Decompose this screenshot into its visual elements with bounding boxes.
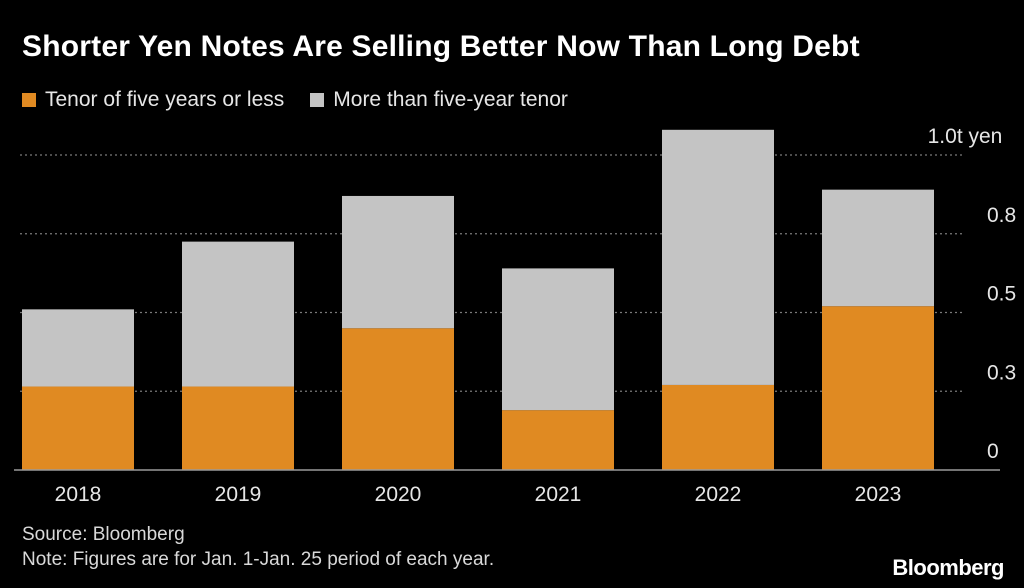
bar-long-tenor: [662, 129, 774, 385]
legend-label-short-tenor: Tenor of five years or less: [45, 88, 285, 111]
chart-title: Shorter Yen Notes Are Selling Better Now…: [22, 30, 860, 63]
bar-long-tenor: [822, 189, 934, 307]
footer: Source: Bloomberg Note: Figures are for …: [22, 522, 494, 572]
legend-item-long-tenor: More than five-year tenor: [310, 88, 568, 112]
legend-swatch-short-tenor: [22, 93, 36, 107]
legend-item-short-tenor: Tenor of five years or less: [22, 88, 284, 112]
bar-short-tenor: [822, 306, 934, 470]
period-note: Note: Figures are for Jan. 1-Jan. 25 per…: [22, 549, 495, 570]
x-tick-label: 2022: [695, 483, 742, 506]
source-note: Source: Bloomberg: [22, 524, 185, 545]
bar-short-tenor: [502, 410, 614, 470]
legend-label-long-tenor: More than five-year tenor: [333, 88, 568, 111]
bar-long-tenor: [182, 241, 294, 387]
bar-long-tenor: [342, 195, 454, 329]
legend: Tenor of five years or less More than fi…: [22, 88, 594, 112]
bar-long-tenor: [502, 268, 614, 411]
legend-swatch-long-tenor: [310, 93, 325, 107]
x-tick-label: 2018: [55, 483, 102, 506]
y-tick-label: 1.0t yen: [928, 125, 1003, 148]
y-tick-label: 0.5: [987, 283, 1016, 306]
y-tick-label: 0: [987, 440, 999, 463]
bar-short-tenor: [342, 328, 454, 470]
bloomberg-logo: Bloomberg: [892, 555, 1004, 580]
y-tick-label: 0.8: [987, 204, 1016, 227]
y-tick-label: 0.3: [987, 361, 1016, 384]
x-tick-label: 2019: [215, 483, 262, 506]
bar-short-tenor: [182, 386, 294, 470]
x-tick-label: 2023: [855, 483, 902, 506]
x-tick-label: 2021: [535, 483, 582, 506]
x-tick-label: 2020: [375, 483, 422, 506]
bar-short-tenor: [662, 384, 774, 470]
bar-long-tenor: [22, 309, 134, 387]
bar-short-tenor: [22, 386, 134, 470]
